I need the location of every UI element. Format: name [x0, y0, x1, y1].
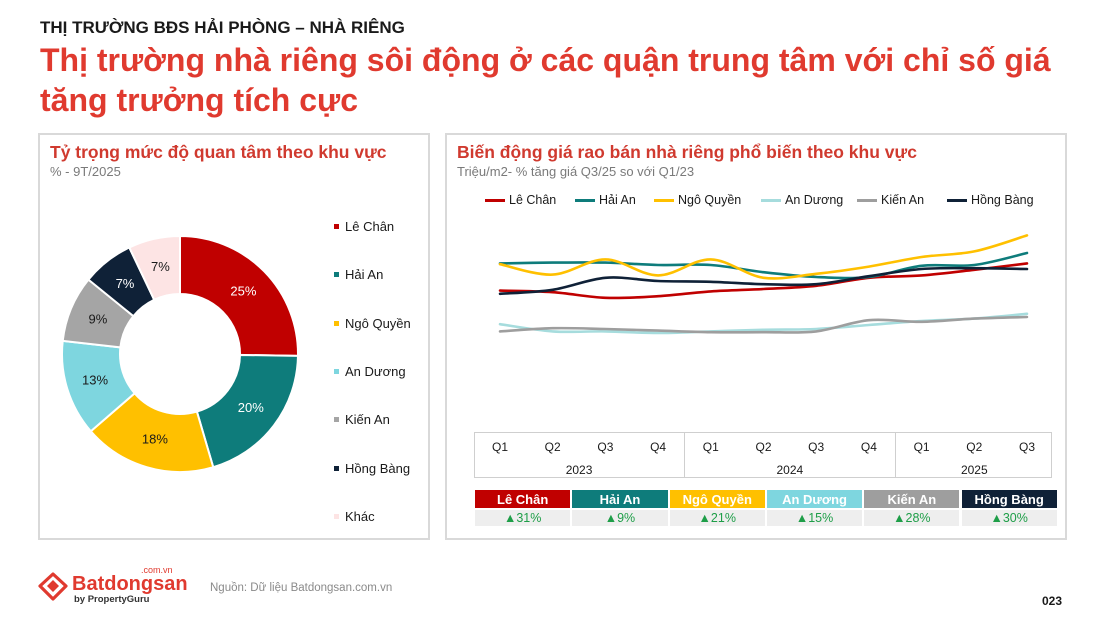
donut-label-kien-an: 9% — [89, 312, 108, 327]
donut-slice-hai-an — [195, 353, 300, 469]
donut-legend-item-an-duong: An Dương — [334, 364, 406, 379]
interest-share-title: Tỷ trọng mức độ quan tâm theo khu vực — [50, 142, 387, 162]
logo-tagline: by PropertyGuru — [74, 594, 150, 605]
logo-suffix: .com.vn — [141, 565, 173, 575]
change-header-an-duong: An Dương — [766, 490, 863, 508]
logo-wordmark: Batdongsan — [72, 573, 188, 595]
page-headline: Thị trường nhà riêng sôi động ở các quận… — [40, 42, 1051, 118]
donut-label-ngo-quyen: 18% — [142, 431, 168, 446]
legend-label: An Dương — [785, 193, 844, 207]
donut-legend-item-khac: Khác — [334, 509, 375, 524]
line-legend-item-le-chan: Lê Chân — [485, 193, 556, 207]
legend-label: Ngô Quyền — [678, 193, 742, 207]
line-legend-item-kien-an: Kiến An — [857, 193, 924, 207]
x-year-label: 2023 — [565, 463, 593, 477]
legend-label: Lê Chân — [509, 193, 557, 207]
x-tick-label: Q4 — [650, 440, 667, 454]
price-trend-title: Biến động giá rao bán nhà riêng phổ biến… — [457, 142, 917, 162]
donut-chart: 25% 20% 18% 13% 9% 7% 7% — [61, 234, 300, 473]
donut-legend-item-kien-an: Kiến An — [334, 412, 390, 427]
line-series-ngo-quyen — [498, 234, 1029, 280]
legend-label: Hải An — [599, 193, 636, 207]
x-axis-box — [474, 432, 1052, 478]
legend-label: Kiến An — [881, 193, 925, 207]
legend-label: Kiến An — [345, 412, 390, 428]
legend-label: Hồng Bàng — [971, 193, 1034, 207]
line-legend-item-hai-an: Hải An — [575, 193, 636, 207]
legend-label: Hải An — [345, 267, 384, 283]
line-series-hong-bang — [498, 266, 1029, 296]
legend-swatch — [947, 198, 967, 202]
interest-share-subtitle: % - 9T/2025 — [50, 164, 121, 179]
legend-swatch — [485, 198, 505, 202]
x-tick-label: Q3 — [597, 440, 614, 454]
x-tick-label: Q2 — [544, 440, 561, 454]
donut-legend-item-hai-an: Hải An — [334, 267, 383, 282]
house-logo-icon — [38, 572, 68, 601]
legend-swatch — [761, 198, 781, 202]
legend-swatch — [654, 198, 674, 202]
legend-label: Ngô Quyền — [345, 315, 411, 331]
legend-swatch — [334, 272, 339, 278]
line-series-le-chan — [498, 262, 1029, 300]
change-value-hong-bang: ▲30% — [961, 510, 1057, 526]
change-value-ngo-quyen: ▲21% — [669, 510, 765, 526]
change-header-hong-bang: Hồng Bàng — [961, 490, 1057, 508]
legend-swatch — [334, 513, 339, 519]
source-note: Nguồn: Dữ liệu Batdongsan.com.vn — [210, 582, 393, 594]
x-year-label: 2024 — [776, 463, 804, 477]
x-tick-label: Q4 — [860, 440, 877, 454]
legend-swatch — [334, 417, 339, 423]
donut-legend-item-ngo-quyen: Ngô Quyền — [334, 316, 411, 331]
change-value-hai-an: ▲9% — [572, 510, 668, 526]
change-header-le-chan: Lê Chân — [475, 490, 571, 508]
donut-slice-le-chan — [179, 234, 299, 357]
x-tick-label: Q2 — [755, 440, 772, 454]
donut-slice-khac — [127, 234, 181, 302]
donut-label-hong-bang: 7% — [116, 276, 135, 291]
change-header-hai-an: Hải An — [572, 490, 668, 508]
price-trend-panel: Biến động giá rao bán nhà riêng phổ biến… — [445, 133, 1067, 540]
change-header-kien-an: Kiến An — [864, 490, 960, 508]
line-series-an-duong — [498, 312, 1029, 335]
line-chart — [498, 234, 1029, 335]
donut-label-khac: 7% — [151, 259, 170, 274]
change-value-an-duong: ▲15% — [766, 510, 863, 526]
legend-swatch — [857, 198, 877, 202]
year-divider — [895, 432, 897, 478]
donut-label-hai-an: 20% — [238, 400, 264, 415]
legend-swatch — [575, 198, 595, 202]
price-trend-subtitle: Triệu/m2- % tăng giá Q3/25 so với Q1/23 — [457, 164, 695, 179]
legend-label: Lê Chân — [345, 219, 395, 234]
x-tick-label: Q2 — [966, 440, 983, 454]
legend-swatch — [334, 368, 339, 374]
line-series-kien-an — [498, 315, 1029, 334]
legend-label: Khác — [345, 508, 375, 524]
line-legend-item-hong-bang: Hồng Bàng — [947, 193, 1034, 207]
year-divider — [684, 432, 686, 478]
legend-swatch — [334, 320, 339, 326]
legend-label: An Dương — [345, 363, 406, 379]
change-value-kien-an: ▲28% — [864, 510, 960, 526]
change-value-le-chan: ▲31% — [475, 510, 571, 526]
line-legend-item-an-duong: An Dương — [761, 193, 843, 207]
donut-legend-item-hong-bang: Hồng Bàng — [334, 461, 410, 476]
interest-share-panel: Tỷ trọng mức độ quan tâm theo khu vực % … — [38, 133, 430, 540]
x-tick-label: Q3 — [1018, 440, 1036, 454]
x-year-label: 2025 — [960, 463, 988, 477]
donut-label-an-duong: 13% — [82, 372, 108, 387]
page-number: 023 — [1042, 594, 1063, 608]
legend-swatch — [334, 224, 339, 229]
x-tick-label: Q3 — [808, 440, 825, 454]
x-tick-label: Q1 — [913, 440, 930, 454]
donut-label-le-chan: 25% — [230, 284, 256, 299]
donut-legend-item-le-chan: Lê Chân — [334, 219, 394, 234]
legend-label: Hồng Bàng — [345, 460, 411, 476]
x-tick-label: Q1 — [702, 440, 719, 454]
line-legend-item-ngo-quyen: Ngô Quyền — [654, 193, 741, 207]
change-header-ngo-quyen: Ngô Quyền — [669, 490, 765, 508]
page-eyebrow: THỊ TRƯỜNG BĐS HẢI PHÒNG – NHÀ RIÊNG — [40, 18, 405, 37]
legend-swatch — [334, 465, 339, 471]
x-tick-label: Q1 — [491, 440, 509, 454]
